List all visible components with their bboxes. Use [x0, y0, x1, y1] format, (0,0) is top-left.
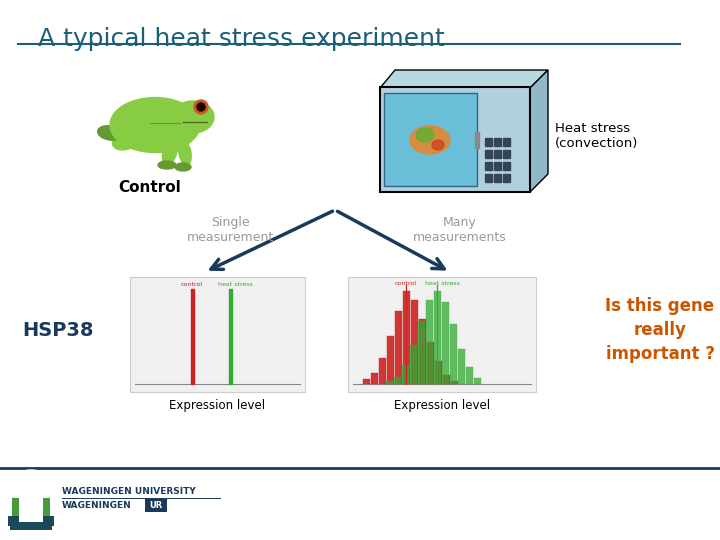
Bar	[485, 138, 492, 146]
Bar	[485, 150, 492, 158]
Bar	[485, 174, 492, 182]
Ellipse shape	[172, 101, 214, 133]
Bar	[474, 379, 481, 384]
Bar	[494, 150, 501, 158]
Ellipse shape	[432, 140, 444, 150]
Text: control: control	[395, 281, 417, 286]
Ellipse shape	[110, 98, 200, 152]
Ellipse shape	[410, 126, 450, 154]
Bar	[402, 366, 409, 384]
Bar	[494, 174, 501, 182]
Text: Is this gene
really
important ?: Is this gene really important ?	[606, 298, 714, 362]
Text: heat stress: heat stress	[217, 282, 253, 287]
Text: WAGENINGEN: WAGENINGEN	[62, 502, 132, 510]
Bar	[494, 162, 501, 170]
Bar	[503, 162, 510, 170]
Bar	[503, 138, 510, 146]
Bar	[458, 349, 465, 384]
Ellipse shape	[112, 130, 141, 150]
Bar	[418, 321, 425, 384]
Ellipse shape	[158, 161, 176, 169]
Bar	[410, 345, 417, 384]
Text: heat stress: heat stress	[425, 281, 459, 286]
Bar	[8, 516, 54, 526]
Bar	[380, 87, 530, 192]
Bar	[395, 312, 402, 384]
Bar	[443, 375, 450, 384]
Bar	[191, 289, 194, 384]
Bar	[411, 300, 418, 384]
Text: WAGENINGEN UNIVERSITY: WAGENINGEN UNIVERSITY	[62, 487, 196, 496]
Text: (convection): (convection)	[555, 138, 639, 151]
Bar	[379, 358, 386, 384]
Text: Expression level: Expression level	[394, 399, 490, 411]
Bar	[442, 302, 449, 384]
Bar	[19, 498, 43, 522]
Polygon shape	[530, 70, 548, 192]
Polygon shape	[380, 70, 548, 88]
Bar	[466, 367, 473, 384]
Bar	[386, 381, 393, 384]
Bar	[371, 373, 378, 384]
Bar	[10, 524, 52, 530]
Bar	[485, 162, 492, 170]
Circle shape	[194, 100, 208, 114]
Ellipse shape	[416, 128, 434, 142]
Bar	[427, 342, 434, 384]
Bar	[503, 150, 510, 158]
Bar	[130, 277, 305, 392]
Bar	[228, 289, 232, 384]
Bar	[363, 379, 370, 384]
Bar	[348, 277, 536, 392]
Bar	[384, 93, 477, 186]
Text: control: control	[181, 282, 203, 287]
Text: A typical heat stress experiment: A typical heat stress experiment	[38, 27, 445, 51]
Text: Expression level: Expression level	[169, 399, 265, 411]
Text: Many
measurements: Many measurements	[413, 216, 507, 244]
Bar	[394, 376, 401, 384]
Text: Heat stress: Heat stress	[555, 122, 630, 134]
Bar	[434, 291, 441, 384]
Text: HSP38: HSP38	[22, 321, 94, 340]
Circle shape	[197, 103, 205, 111]
Bar	[435, 361, 442, 384]
Bar	[475, 132, 479, 148]
Bar	[426, 300, 433, 384]
Bar	[503, 174, 510, 182]
Bar	[387, 336, 394, 384]
Ellipse shape	[98, 126, 122, 140]
Text: Single
measurement: Single measurement	[186, 216, 274, 244]
Bar	[451, 381, 458, 384]
Ellipse shape	[175, 163, 191, 171]
Ellipse shape	[162, 137, 178, 165]
Bar	[450, 323, 457, 384]
Ellipse shape	[179, 141, 192, 165]
Text: Control: Control	[119, 180, 181, 195]
Bar	[494, 138, 501, 146]
Bar	[12, 482, 50, 522]
Bar	[145, 499, 167, 512]
Bar	[419, 319, 426, 384]
Bar	[403, 291, 410, 384]
Text: UR: UR	[149, 501, 163, 510]
